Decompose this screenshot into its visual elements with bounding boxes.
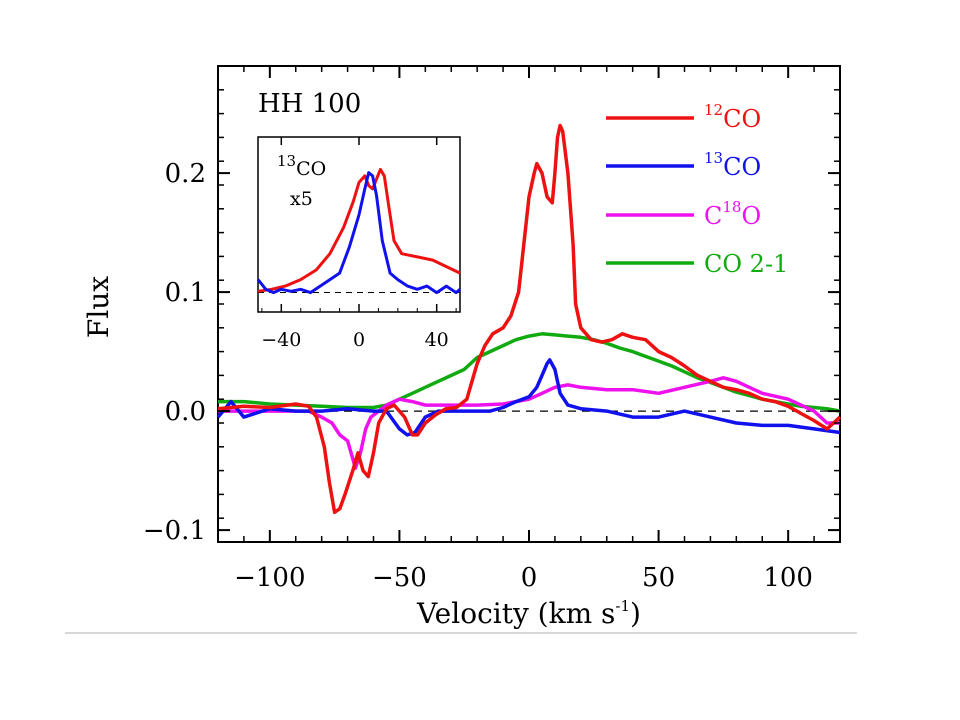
x-axis-label-close: ) xyxy=(630,597,641,630)
inset-tick-marks xyxy=(261,137,457,312)
x-tick-label: −100 xyxy=(234,563,305,593)
legend-label-12co: 12CO xyxy=(704,101,761,133)
inset-x-tick-label: 0 xyxy=(353,329,365,351)
x-axis-label: Velocity (km s-1) xyxy=(416,597,641,630)
x-tick-label: −50 xyxy=(372,563,427,593)
legend: 12CO 13CO C18O CO 2-1 xyxy=(606,101,788,278)
series-group xyxy=(216,123,842,515)
y-tick-labels: −0.1 0.0 0.1 0.2 xyxy=(143,159,206,546)
inset-x-tick-label: −40 xyxy=(261,329,301,351)
y-tick-label: 0.0 xyxy=(165,397,206,427)
x-axis-label-main: Velocity (km s xyxy=(416,597,615,630)
legend-label-13co: 13CO xyxy=(704,149,761,181)
inset-label-scale: x5 xyxy=(290,188,313,210)
inset-plot: −40 0 40 13CO x5 xyxy=(256,136,461,351)
legend-label-co21: CO 2-1 xyxy=(704,250,788,278)
series-line-c18o xyxy=(218,376,840,470)
inset-x-tick-labels: −40 0 40 xyxy=(261,329,449,351)
x-axis-label-sup: -1 xyxy=(615,597,630,615)
inset-x-tick-label: 40 xyxy=(425,329,449,351)
tick-marks xyxy=(217,65,841,543)
series-line-13co xyxy=(216,358,841,437)
series-line-12co xyxy=(217,123,842,515)
y-tick-label: 0.2 xyxy=(165,159,206,189)
y-tick-label: −0.1 xyxy=(143,516,206,546)
inset-label: 13CO xyxy=(277,152,326,180)
x-tick-label: 100 xyxy=(763,563,813,593)
inset-series-line-13co-x5 xyxy=(256,171,461,295)
legend-label-c18o: C18O xyxy=(704,198,761,230)
object-annotation: HH 100 xyxy=(258,89,361,119)
x-tick-label: 0 xyxy=(521,563,538,593)
x-tick-label: 50 xyxy=(642,563,675,593)
y-axis-label: Flux xyxy=(82,276,115,338)
x-tick-labels: −100 −50 0 50 100 xyxy=(234,563,813,593)
inset-series-group xyxy=(256,167,461,295)
y-tick-label: 0.1 xyxy=(165,278,206,308)
inset-series-line-12co xyxy=(257,167,461,293)
